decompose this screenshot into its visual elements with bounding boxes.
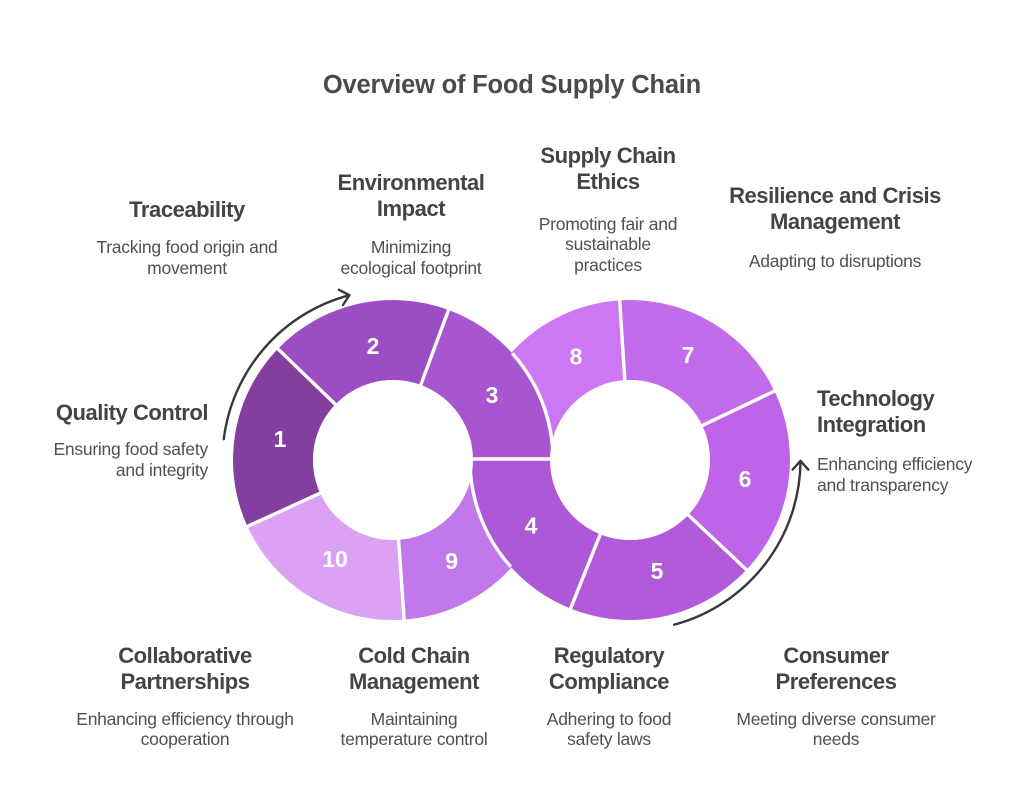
svg-text:9: 9 [445, 548, 458, 574]
svg-text:1: 1 [274, 426, 287, 452]
svg-text:2: 2 [367, 333, 380, 359]
svg-text:4: 4 [525, 513, 538, 539]
svg-text:6: 6 [739, 466, 752, 492]
svg-text:10: 10 [322, 546, 348, 572]
svg-text:7: 7 [682, 342, 695, 368]
svg-text:5: 5 [651, 558, 664, 584]
svg-text:8: 8 [570, 344, 583, 370]
svg-text:3: 3 [486, 382, 499, 408]
